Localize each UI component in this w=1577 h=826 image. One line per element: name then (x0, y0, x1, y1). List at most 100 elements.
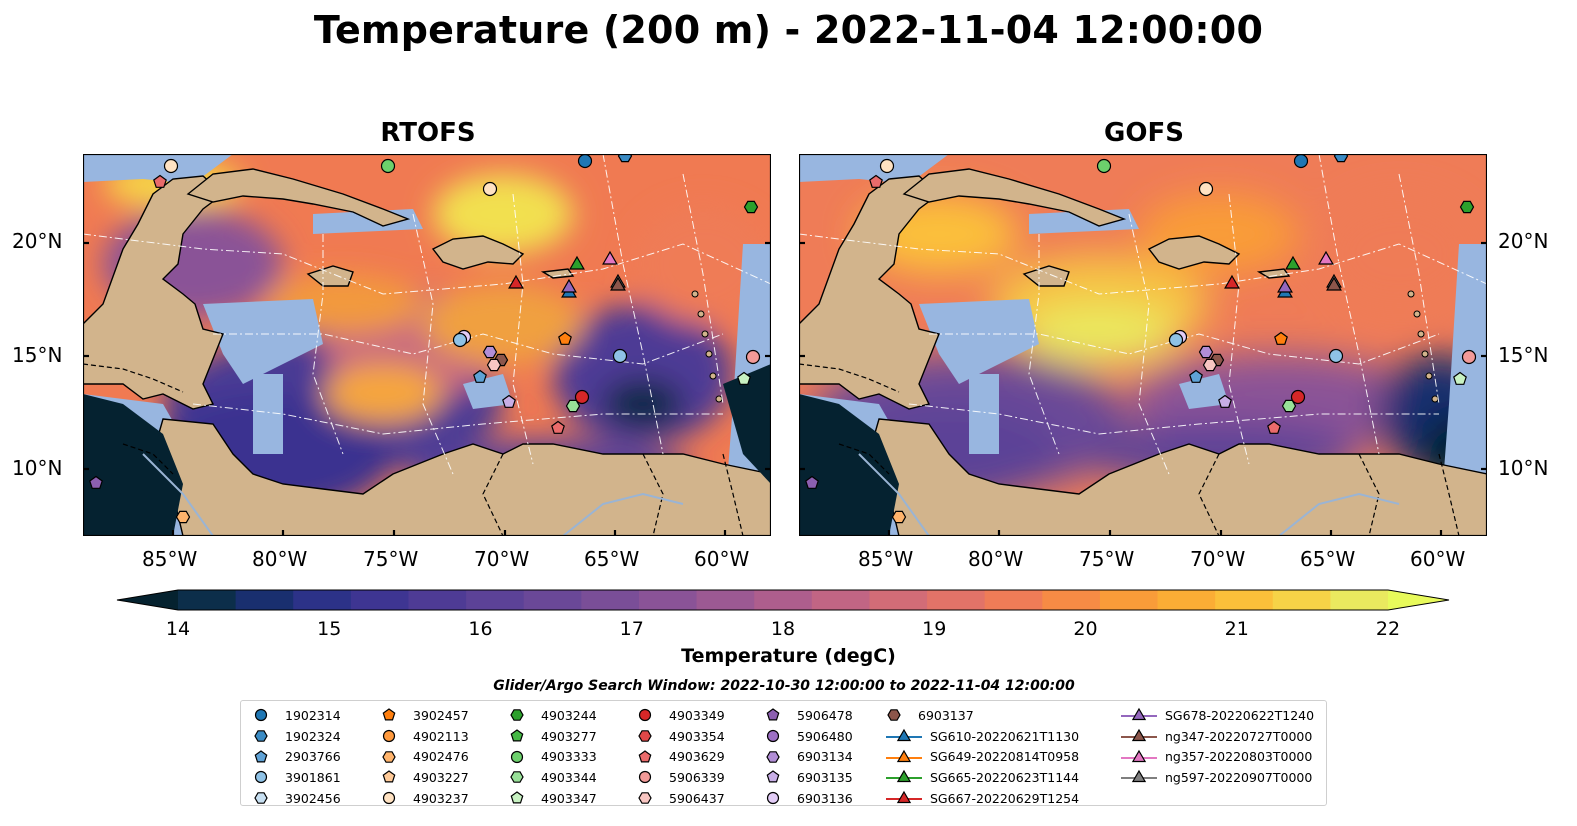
glider-marker (561, 278, 577, 293)
legend-item: 3901861 (253, 767, 341, 788)
argo-float-marker (1096, 158, 1112, 174)
legend-item-label: SG610-20220621T1130 (930, 728, 1080, 744)
lon-tick-label: 65°W (584, 547, 640, 571)
argo-float-marker (1333, 154, 1349, 163)
legend-item: 4903349 (637, 705, 725, 726)
legend-item-label: 6903134 (797, 749, 853, 765)
legend-item: 6903136 (765, 788, 853, 809)
colorbar-label: Temperature (degC) (681, 645, 896, 667)
colorbar-tick-label: 16 (468, 618, 493, 640)
colorbar-tick-label: 22 (1375, 618, 1401, 640)
circle-marker-icon (254, 771, 268, 784)
colorbar-segment (1042, 590, 1101, 610)
colorbar-segment (1215, 590, 1274, 610)
argo-float-marker (1461, 349, 1477, 365)
rtofs-map (83, 154, 771, 536)
eez-boundaries (83, 154, 771, 475)
legend-item: ng597-20220907T0000 (1121, 767, 1314, 788)
legend-item-label: 4903347 (541, 790, 597, 806)
gofs-panel-title: GOFS (1104, 118, 1184, 148)
rtofs-panel-title: RTOFS (380, 118, 476, 148)
lon-tick-label: 80°W (968, 547, 1024, 571)
legend-item-label: 4903354 (669, 728, 725, 744)
legend-item-label: SG649-20220814T0958 (930, 749, 1080, 765)
legend-item-label: 6903136 (797, 790, 853, 806)
glider-marker (610, 276, 626, 291)
legend-item-label: 4903244 (541, 707, 597, 723)
glider-track-icon (1121, 728, 1157, 742)
legend-item: 4903344 (509, 767, 597, 788)
legend-item: SG667-20220629T1254 (886, 788, 1079, 809)
circle-marker-icon (254, 709, 268, 722)
legend-item-label: 4903629 (669, 749, 725, 765)
colorbar-tick-label: 20 (1073, 618, 1098, 640)
argo-float-marker (1290, 389, 1306, 405)
argo-float-marker (1189, 369, 1203, 383)
colorbar-tick-label: 18 (770, 618, 796, 640)
colorbar-tick-label: 19 (922, 618, 947, 640)
glider-marker (1318, 250, 1334, 265)
legend-item: 4903244 (509, 705, 597, 726)
gofs-markers (805, 154, 1477, 524)
legend-item-label: 4903227 (413, 769, 469, 785)
argo-float-marker (869, 174, 883, 188)
argo-float-marker (1168, 332, 1184, 348)
lon-tick-label: 65°W (1300, 547, 1356, 571)
argo-float-marker (175, 510, 191, 524)
lesser-antilles (1407, 290, 1439, 403)
rtofs-markers (89, 154, 761, 524)
pentagon-marker-icon (382, 708, 396, 721)
argo-float-marker (1328, 348, 1344, 364)
colorbar-segment (178, 590, 237, 610)
lat-tick-label: 15°N (1498, 343, 1549, 367)
glider-track-icon (1121, 708, 1157, 721)
glider-track-icon (886, 770, 922, 783)
circle-marker-icon (638, 771, 652, 784)
lat-tick-label: 15°N (12, 343, 63, 367)
lon-tick-label: 70°W (1190, 547, 1246, 571)
hexagon-marker-icon (382, 750, 396, 763)
legend-item-label: 3902457 (413, 707, 469, 723)
lon-tick-label: 60°W (694, 547, 750, 571)
legend-item: 4902113 (381, 726, 469, 747)
glider-marker (1285, 255, 1301, 270)
argo-float-marker (1293, 154, 1309, 169)
legend-item-label: ng357-20220803T0000 (1165, 749, 1313, 765)
argo-float-marker (1198, 181, 1214, 197)
colorbar-segment (1099, 590, 1159, 610)
frame-ticks (799, 241, 1487, 536)
glider-marker (569, 255, 585, 270)
pentagon-marker-icon (510, 729, 524, 742)
hexagon-marker-icon (638, 792, 652, 804)
legend: 1902314 1902324 2903766 3901861 3902456 39024… (240, 700, 1327, 806)
country-borders (799, 363, 1460, 536)
pentagon-marker-icon (510, 791, 524, 804)
legend-item-label: ng347-20220727T0000 (1165, 728, 1313, 744)
argo-float-marker (577, 154, 593, 169)
argo-float-marker (502, 394, 516, 408)
colorbar-segment (350, 590, 410, 610)
glider-track-icon (1121, 770, 1157, 783)
argo-float-marker (486, 358, 502, 372)
argo-float-marker (482, 345, 498, 359)
colorbar-segment (523, 590, 582, 610)
legend-item: 3902457 (381, 705, 469, 726)
legend-item-label: 4903237 (413, 790, 469, 806)
argo-float-marker (745, 349, 761, 365)
hexagon-marker-icon (254, 792, 268, 804)
colorbar-segment (466, 590, 525, 610)
legend-item: SG649-20220814T0958 (886, 746, 1079, 767)
legend-item-label: SG665-20220623T1144 (930, 769, 1080, 785)
argo-float-marker (380, 158, 396, 174)
land (83, 168, 771, 536)
argo-float-marker (558, 331, 572, 345)
argo-float-marker (482, 181, 498, 197)
legend-item: 4903333 (509, 746, 597, 767)
legend-item: SG610-20220621T1130 (886, 726, 1079, 747)
pentagon-marker-icon (254, 749, 268, 763)
argo-float-marker (743, 200, 759, 214)
legend-item: 4903629 (637, 746, 725, 767)
lon-tick-label: 85°W (858, 547, 914, 571)
lat-tick-label: 10°N (1498, 456, 1549, 480)
lat-tick-label: 20°N (1498, 229, 1549, 253)
